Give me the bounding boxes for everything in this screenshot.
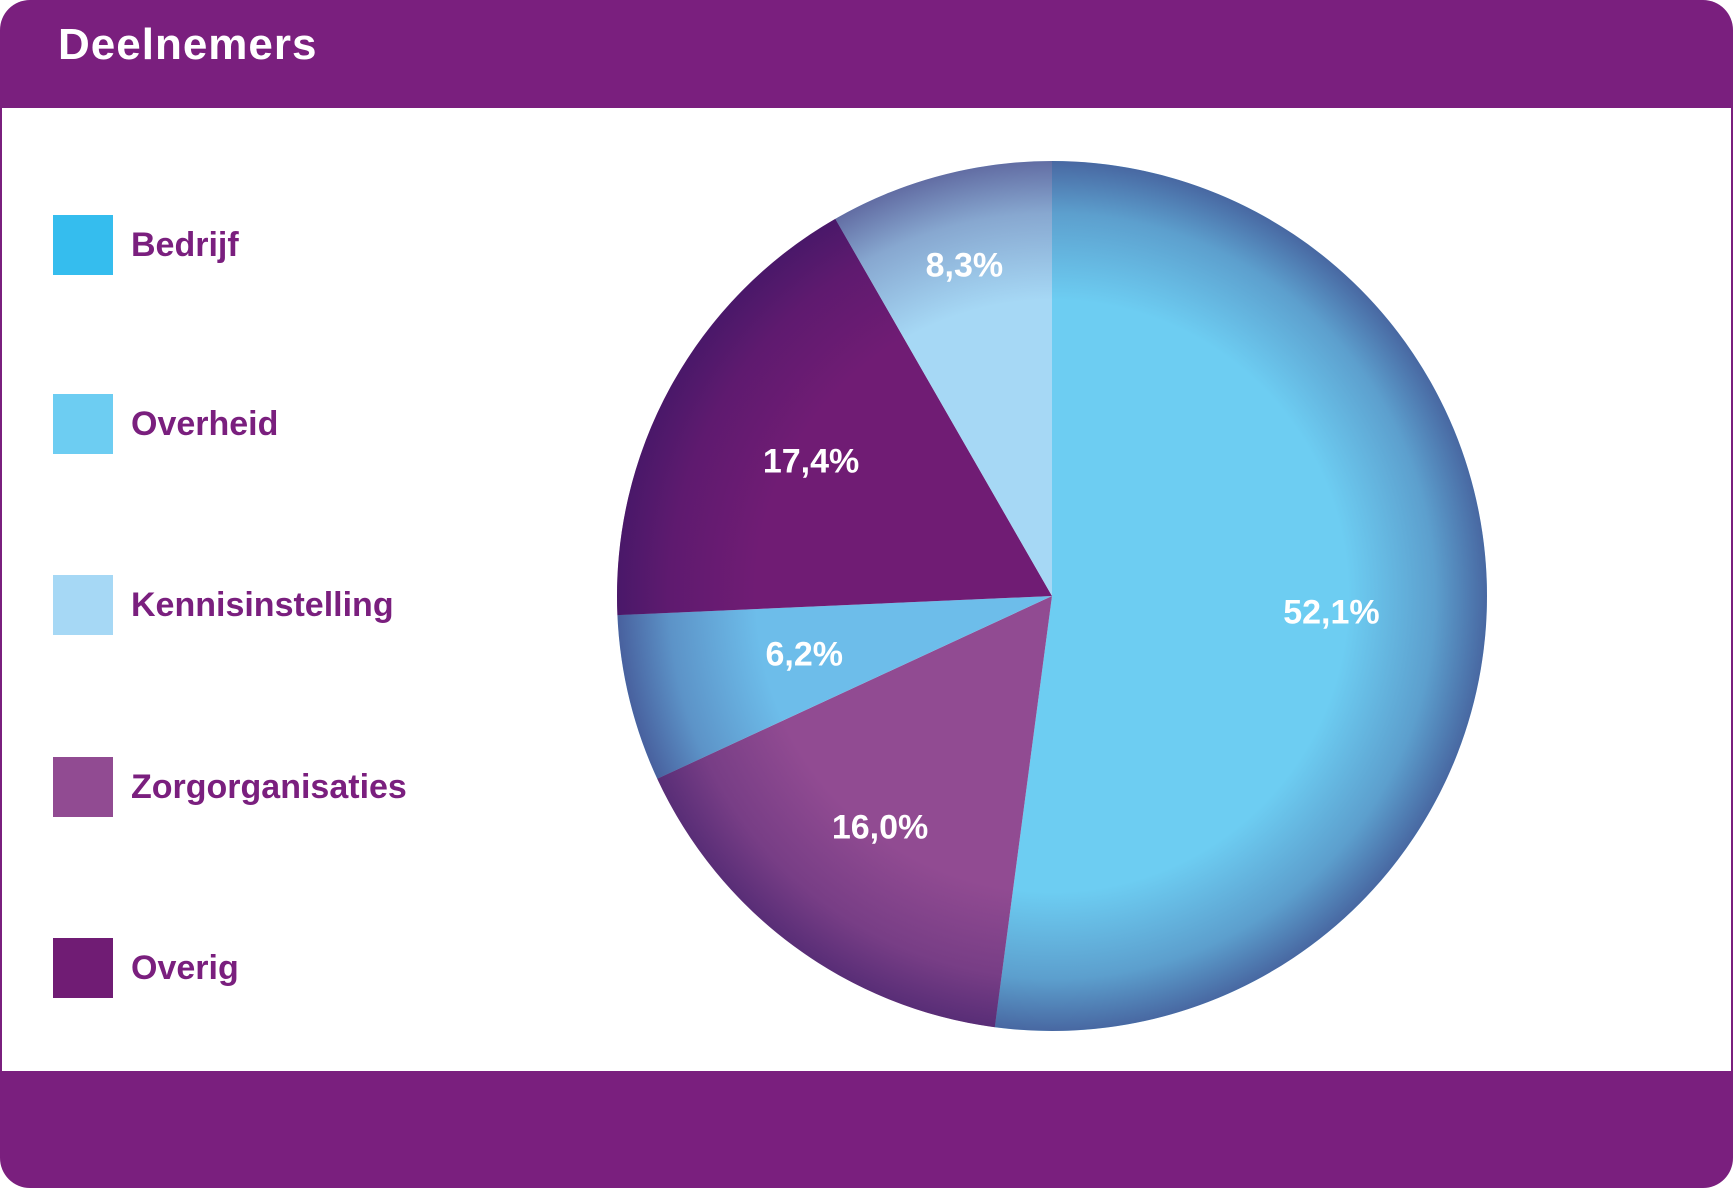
- chart-panel: Bedrijf Overheid Kennisinstelling Zorgor…: [2, 108, 1731, 1071]
- slice-value-label: 6,2%: [765, 635, 843, 673]
- legend-item-zorgorganisaties: Zorgorganisaties: [53, 757, 407, 817]
- legend-swatch: [53, 215, 113, 275]
- slice-value-label: 17,4%: [763, 443, 859, 481]
- legend-label: Overig: [131, 948, 239, 987]
- footer-bar: [0, 1071, 1733, 1188]
- pie-chart: 52,1% 16,0% 6,2% 17,4% 8,3%: [617, 161, 1487, 1031]
- legend-swatch: [53, 575, 113, 635]
- slice-value-label: 52,1%: [1283, 593, 1379, 631]
- legend-swatch: [53, 757, 113, 817]
- header-bar: Deelnemers: [0, 0, 1733, 108]
- legend-label: Bedrijf: [131, 225, 239, 264]
- slice-value-label: 16,0%: [832, 809, 928, 847]
- legend-item-overheid: Overheid: [53, 394, 278, 454]
- chart-title: Deelnemers: [58, 20, 318, 69]
- legend-swatch: [53, 938, 113, 998]
- legend-item-kennisinstelling: Kennisinstelling: [53, 575, 394, 635]
- legend-item-overig: Overig: [53, 938, 239, 998]
- legend-label: Overheid: [131, 404, 279, 443]
- pie-edge-shading: [617, 161, 1487, 1031]
- legend-label: Kennisinstelling: [131, 585, 394, 624]
- legend-swatch: [53, 394, 113, 454]
- slice-value-label: 8,3%: [926, 246, 1004, 284]
- legend-label: Zorgorganisaties: [131, 767, 407, 806]
- legend-item-bedrijf: Bedrijf: [53, 215, 239, 275]
